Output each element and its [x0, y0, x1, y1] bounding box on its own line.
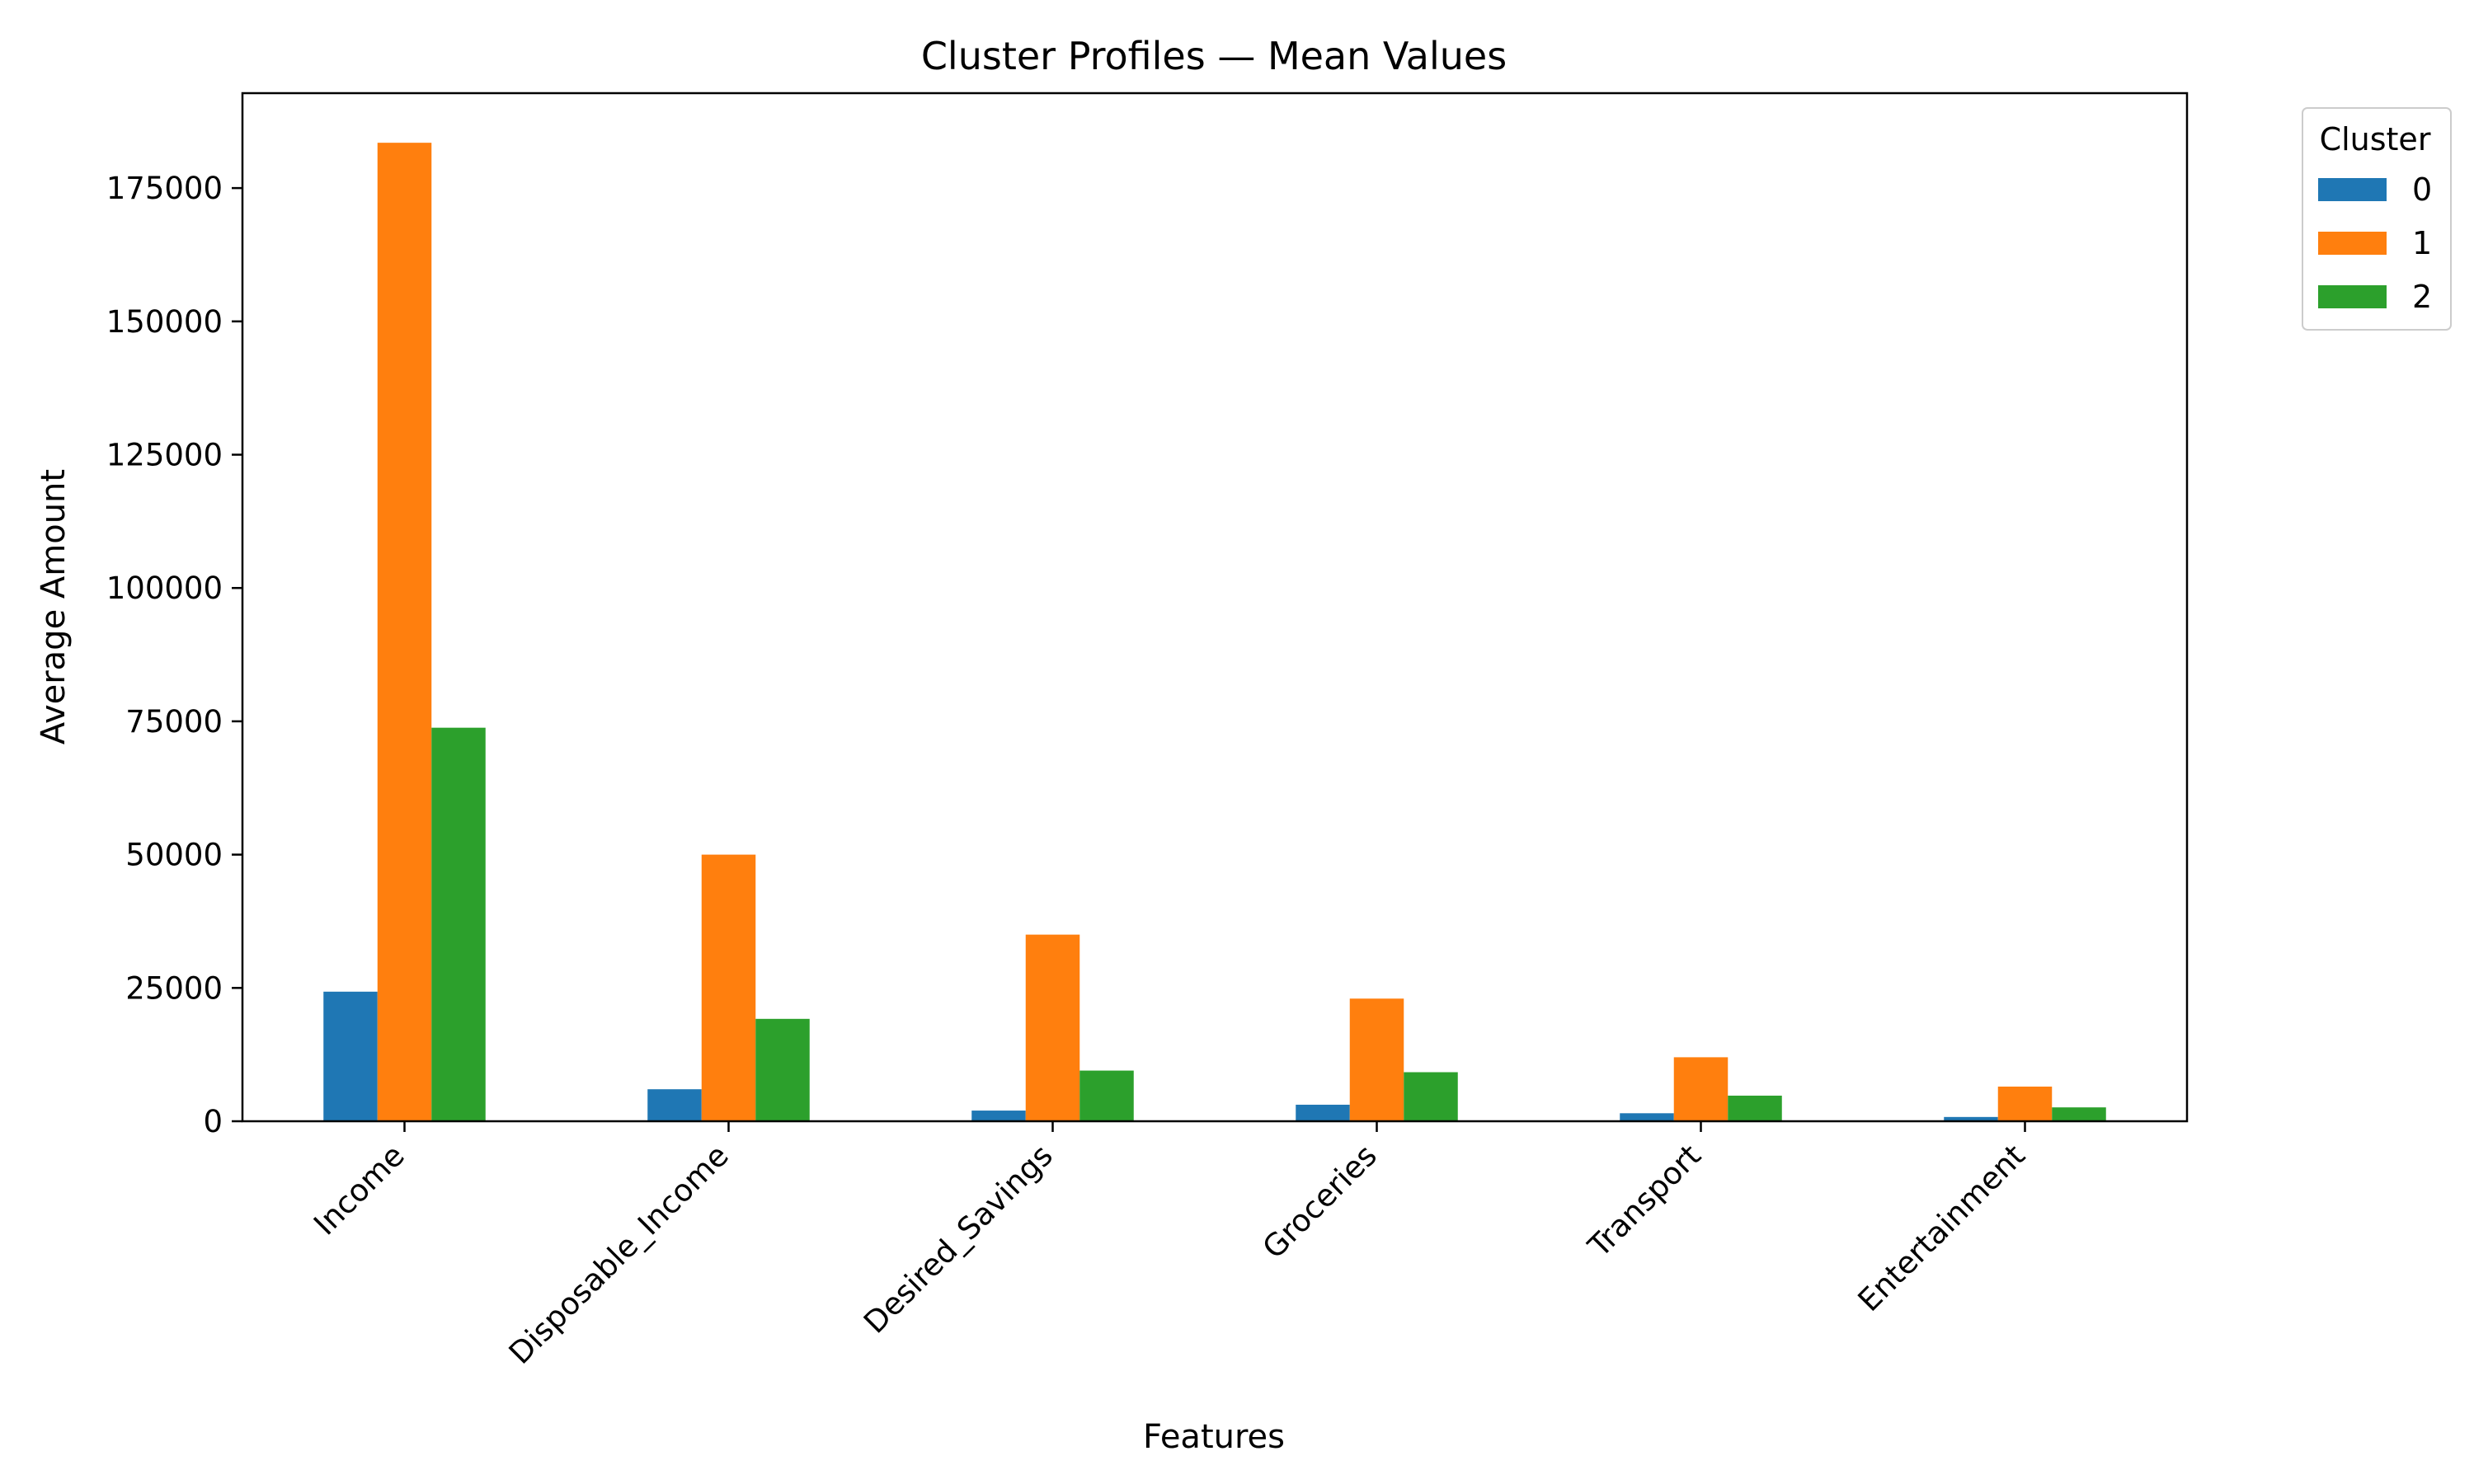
- bar-cluster-0-desired_savings: [971, 1111, 1026, 1121]
- bar-cluster-0-transport: [1620, 1113, 1674, 1121]
- y-tick-label: 100000: [106, 571, 223, 606]
- y-tick-label: 150000: [106, 304, 223, 340]
- bar-cluster-1-income: [377, 143, 432, 1121]
- bar-cluster-2-desired_savings: [1079, 1070, 1134, 1121]
- y-axis: 0 25000 50000 75000 100000 125000 150000 175000: [106, 171, 242, 1139]
- bar-cluster-0-groceries: [1296, 1104, 1350, 1121]
- x-axis-label: Features: [1143, 1418, 1285, 1456]
- y-tick-label: 125000: [106, 438, 223, 473]
- x-tick-label: Income: [307, 1138, 412, 1242]
- x-tick-label: Desired_Savings: [857, 1138, 1060, 1341]
- bars-layer: [323, 143, 2106, 1121]
- bar-cluster-1-entertainment: [1997, 1086, 2053, 1121]
- x-tick-label: Entertainment: [1851, 1138, 2032, 1318]
- y-tick-label: 50000: [125, 838, 223, 873]
- y-tick-label: 75000: [125, 704, 223, 740]
- legend-swatch-cluster-2: [2318, 285, 2387, 308]
- y-tick-label: 25000: [125, 970, 223, 1006]
- x-axis: Income Disposable_Income Desired_Savings Gr…: [307, 1121, 2032, 1371]
- legend-label-cluster-0: 0: [2412, 171, 2432, 208]
- bar-cluster-0-income: [323, 991, 378, 1121]
- legend-title: Cluster: [2320, 121, 2431, 157]
- y-tick-label: 0: [203, 1104, 223, 1139]
- legend-label-cluster-1: 1: [2412, 225, 2432, 261]
- chart-title: Cluster Profiles — Mean Values: [921, 34, 1507, 78]
- legend-items: 0 1 2: [2318, 171, 2432, 315]
- bar-cluster-1-transport: [1673, 1057, 1729, 1121]
- x-tick-label: Transport: [1581, 1138, 1708, 1265]
- bar-cluster-1-disposable_income: [701, 854, 756, 1121]
- y-tick-label: 175000: [106, 171, 223, 206]
- bar-cluster-0-entertainment: [1944, 1116, 1998, 1121]
- bar-cluster-1-groceries: [1349, 998, 1404, 1121]
- legend-swatch-cluster-0: [2318, 178, 2387, 201]
- plot-area-frame: [241, 92, 2189, 1123]
- bar-cluster-2-transport: [1728, 1095, 1782, 1121]
- bar-cluster-2-groceries: [1404, 1072, 1458, 1121]
- bar-cluster-2-entertainment: [2052, 1107, 2106, 1121]
- legend-frame: [2302, 107, 2452, 331]
- bar-cluster-1-desired_savings: [1025, 934, 1080, 1121]
- y-axis-label: Average Amount: [35, 469, 73, 744]
- legend-swatch-cluster-1: [2318, 232, 2387, 255]
- bar-cluster-2-disposable_income: [755, 1018, 810, 1121]
- bar-cluster-2-income: [431, 727, 486, 1121]
- x-tick-label: Disposable_Income: [502, 1138, 736, 1371]
- legend: Cluster 0 1 2: [2302, 107, 2452, 331]
- bar-cluster-0-disposable_income: [647, 1089, 702, 1121]
- legend-label-cluster-2: 2: [2412, 279, 2432, 315]
- x-tick-label: Groceries: [1256, 1138, 1384, 1266]
